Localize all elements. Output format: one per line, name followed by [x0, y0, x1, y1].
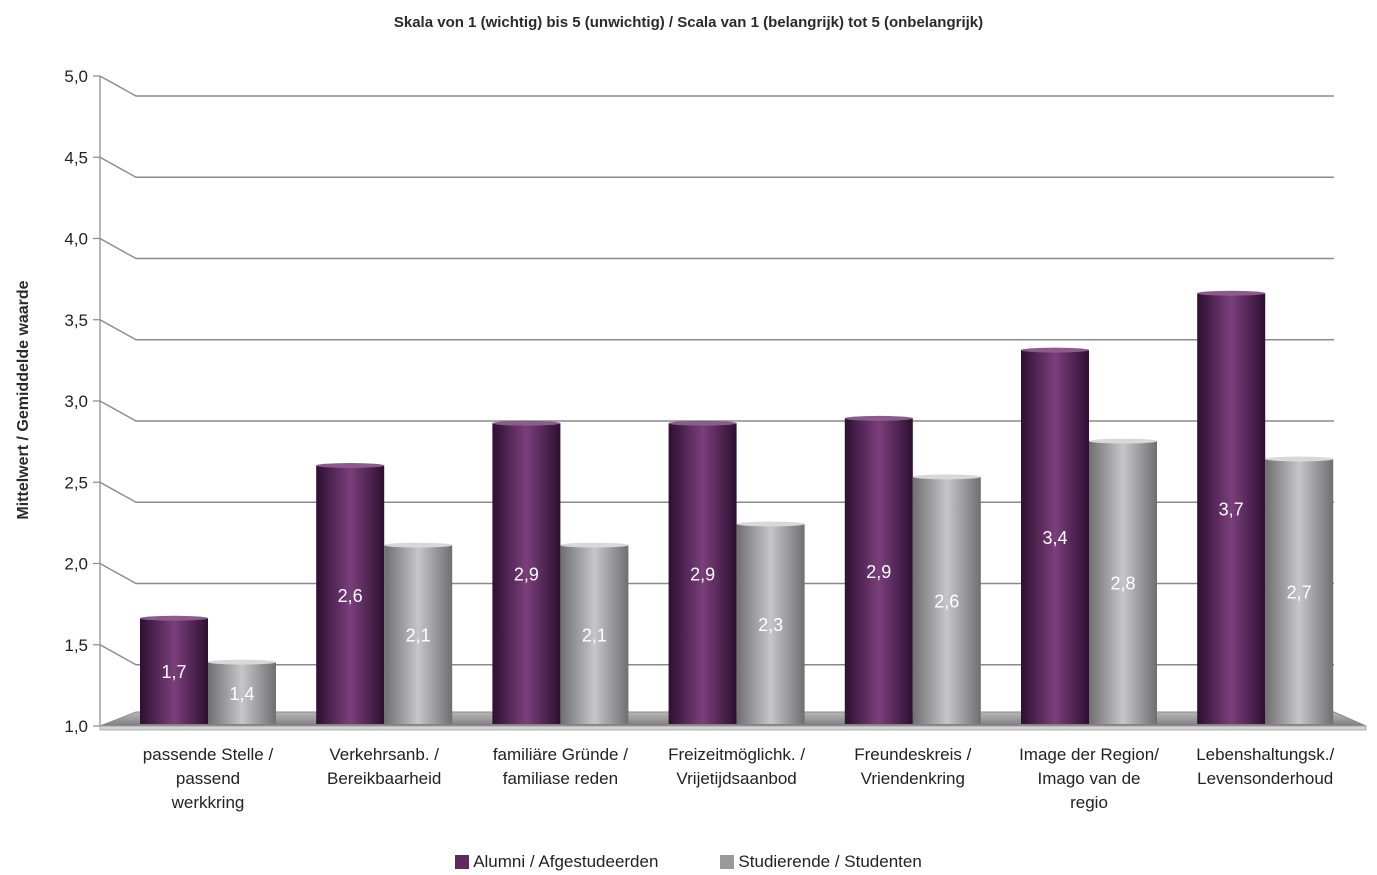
- x-tick-label: Verkehrsanb. /: [329, 745, 439, 764]
- chart-title: Skala von 1 (wichtig) bis 5 (unwichtig) …: [393, 14, 984, 31]
- bar-top: [316, 463, 385, 468]
- data-label: 2,6: [934, 591, 959, 611]
- x-tick-label: Image der Region/: [1019, 745, 1159, 764]
- data-label: 2,8: [1110, 574, 1135, 594]
- legend: Alumni / Afgestudeerden Studierende / St…: [0, 852, 1377, 872]
- bar-top: [560, 542, 629, 548]
- data-label: 2,9: [690, 565, 715, 585]
- bar: [1265, 459, 1334, 724]
- y-tick-label: 5,0: [64, 67, 88, 86]
- gridline: [99, 237, 1334, 260]
- y-tick-label: 2,0: [64, 555, 88, 574]
- legend-item-alumni: Alumni / Afgestudeerden: [455, 852, 658, 872]
- x-tick-label: familiase reden: [503, 769, 618, 788]
- x-tick-label: Levensonderhoud: [1197, 769, 1333, 788]
- bar-top: [208, 659, 276, 665]
- data-label: 2,6: [338, 586, 363, 606]
- y-tick-label: 2,5: [64, 473, 88, 492]
- legend-label-studierende: Studierende / Studenten: [738, 852, 922, 871]
- legend-swatch-studierende: [720, 855, 735, 869]
- x-tick-label: Freizeitmöglichk. /: [668, 745, 805, 764]
- x-tick-label: Imago van de: [1037, 769, 1140, 788]
- x-tick-label: Bereikbaarheid: [327, 769, 441, 788]
- bar: [1021, 350, 1089, 724]
- data-label: 1,7: [161, 662, 186, 682]
- x-tick-label: Vrijetijdsaanbod: [676, 769, 796, 788]
- y-tick-label: 3,5: [64, 311, 88, 330]
- gridline: [99, 400, 1334, 422]
- gridline: [99, 75, 1334, 97]
- bar: [560, 545, 629, 724]
- bar: [316, 465, 385, 724]
- data-label: 2,9: [514, 565, 539, 585]
- bar-top: [844, 415, 913, 421]
- legend-label-alumni: Alumni / Afgestudeerden: [473, 852, 659, 871]
- gridline: [99, 156, 1334, 178]
- bar-top: [668, 420, 737, 426]
- bar: [1197, 293, 1266, 724]
- bar: [384, 545, 453, 724]
- bar-top: [736, 521, 805, 527]
- legend-swatch-alumni: [455, 855, 470, 869]
- bar-top: [140, 615, 208, 621]
- bar: [1089, 441, 1157, 724]
- y-tick-label: 4,5: [64, 148, 88, 167]
- data-label: 3,4: [1042, 528, 1067, 548]
- y-tick-label: 1,5: [64, 636, 88, 655]
- bar: [668, 423, 737, 724]
- x-tick-label: familiäre Gründe /: [493, 745, 628, 764]
- bar: [140, 618, 208, 724]
- y-tick-label: 4,0: [64, 230, 88, 249]
- data-label: 1,4: [229, 684, 254, 704]
- bar-top: [492, 420, 561, 426]
- data-label: 2,9: [866, 562, 891, 582]
- x-tick-label: regio: [1070, 793, 1108, 812]
- y-tick-label: 1,0: [64, 717, 88, 736]
- bar: [208, 662, 276, 724]
- bar-top: [1197, 290, 1266, 296]
- data-label: 2,7: [1287, 583, 1312, 603]
- data-label: 2,1: [582, 626, 607, 646]
- bar-top: [384, 542, 453, 548]
- bar: [492, 423, 561, 724]
- x-tick-label: Vriendenkring: [861, 769, 965, 788]
- bar: [844, 418, 913, 724]
- legend-item-studierende: Studierende / Studenten: [720, 852, 922, 872]
- x-tick-label: Freundeskreis /: [854, 745, 971, 764]
- bar: [736, 524, 805, 724]
- x-tick-label: werkkring: [171, 793, 245, 812]
- gridline: [99, 319, 1334, 341]
- bar-top: [912, 474, 981, 480]
- data-label: 2,3: [758, 615, 783, 635]
- data-label: 3,7: [1219, 500, 1244, 520]
- bar-top: [1021, 347, 1089, 353]
- chart-floor-edge: [99, 725, 1367, 731]
- x-tick-label: Lebenshaltungsk./: [1196, 745, 1334, 764]
- x-tick-label: passend: [176, 769, 240, 788]
- bar-top: [1089, 438, 1157, 444]
- x-tick-label: passende Stelle /: [143, 745, 274, 764]
- data-label: 2,1: [406, 626, 431, 646]
- bar: [912, 476, 981, 724]
- y-tick-label: 3,0: [64, 392, 88, 411]
- bar-top: [1265, 456, 1334, 462]
